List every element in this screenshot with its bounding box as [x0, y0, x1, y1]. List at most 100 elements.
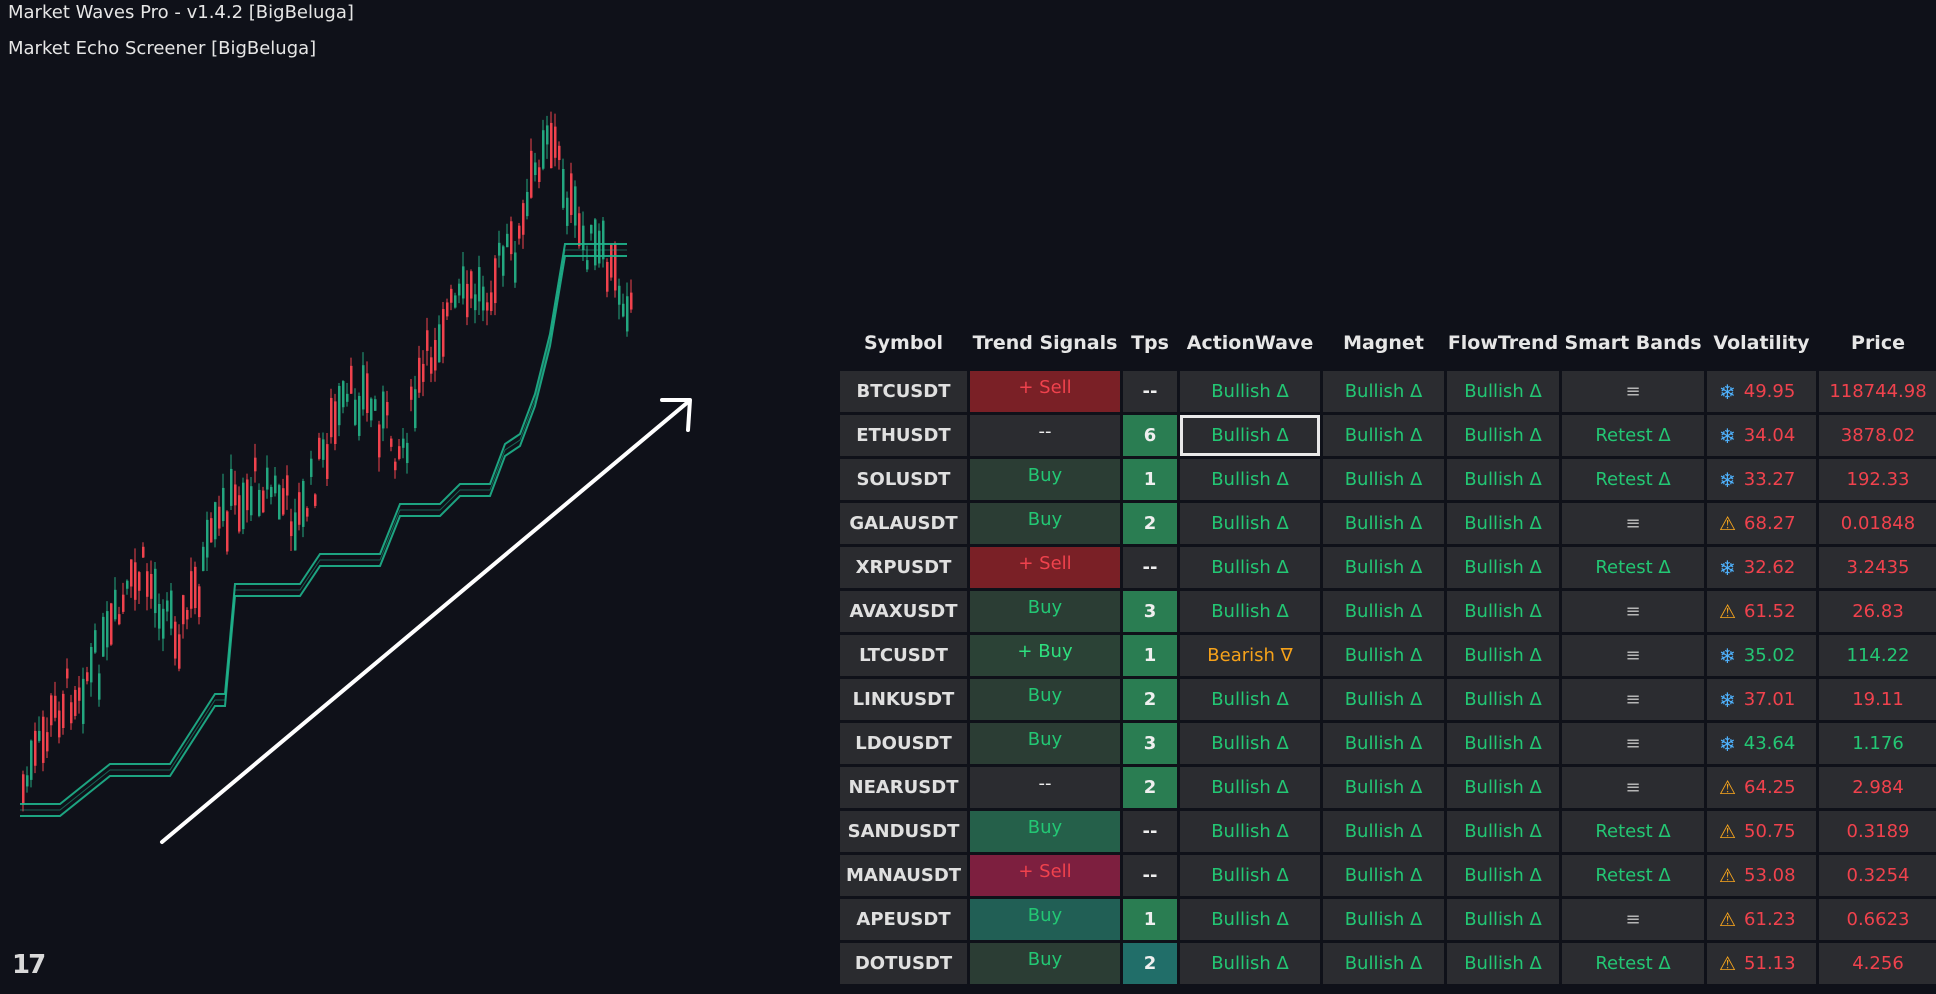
symbol-cell[interactable]: ETHUSDT: [840, 415, 967, 456]
trend-signal-cell[interactable]: Buy: [970, 943, 1120, 984]
trend-signal-cell[interactable]: + Sell: [970, 371, 1120, 412]
flowtrend-cell[interactable]: Bullish Δ: [1447, 371, 1559, 412]
actionwave-cell[interactable]: Bearish ∇: [1180, 635, 1320, 676]
symbol-cell[interactable]: GALAUSDT: [840, 503, 967, 544]
symbol-cell[interactable]: LDOUSDT: [840, 723, 967, 764]
volatility-cell[interactable]: ❄ 33.27: [1707, 459, 1816, 500]
price-cell[interactable]: 114.22: [1819, 635, 1936, 676]
price-chart[interactable]: [0, 90, 720, 870]
flowtrend-cell[interactable]: Bullish Δ: [1447, 503, 1559, 544]
trend-signal-cell[interactable]: Buy: [970, 899, 1120, 940]
flowtrend-cell[interactable]: Bullish Δ: [1447, 415, 1559, 456]
symbol-cell[interactable]: LINKUSDT: [840, 679, 967, 720]
smart-bands-cell[interactable]: ≡: [1562, 899, 1704, 940]
magnet-cell[interactable]: Bullish Δ: [1323, 635, 1444, 676]
magnet-cell[interactable]: Bullish Δ: [1323, 943, 1444, 984]
smart-bands-cell[interactable]: ≡: [1562, 679, 1704, 720]
tps-cell[interactable]: 2: [1123, 767, 1177, 808]
smart-bands-cell[interactable]: ≡: [1562, 371, 1704, 412]
symbol-cell[interactable]: LTCUSDT: [840, 635, 967, 676]
flowtrend-cell[interactable]: Bullish Δ: [1447, 547, 1559, 588]
volatility-cell[interactable]: ❄ 43.64: [1707, 723, 1816, 764]
volatility-cell[interactable]: ❄ 37.01: [1707, 679, 1816, 720]
price-cell[interactable]: 118744.98: [1819, 371, 1936, 412]
smart-bands-cell[interactable]: ≡: [1562, 635, 1704, 676]
tps-cell[interactable]: --: [1123, 371, 1177, 412]
flowtrend-cell[interactable]: Bullish Δ: [1447, 591, 1559, 632]
symbol-cell[interactable]: BTCUSDT: [840, 371, 967, 412]
volatility-cell[interactable]: ❄ 32.62: [1707, 547, 1816, 588]
magnet-cell[interactable]: Bullish Δ: [1323, 811, 1444, 852]
flowtrend-cell[interactable]: Bullish Δ: [1447, 899, 1559, 940]
symbol-cell[interactable]: AVAXUSDT: [840, 591, 967, 632]
magnet-cell[interactable]: Bullish Δ: [1323, 547, 1444, 588]
flowtrend-cell[interactable]: Bullish Δ: [1447, 679, 1559, 720]
smart-bands-cell[interactable]: ≡: [1562, 591, 1704, 632]
tps-cell[interactable]: 3: [1123, 591, 1177, 632]
trend-signal-cell[interactable]: Buy: [970, 503, 1120, 544]
volatility-cell[interactable]: ❄ 35.02: [1707, 635, 1816, 676]
magnet-cell[interactable]: Bullish Δ: [1323, 899, 1444, 940]
actionwave-cell[interactable]: Bullish Δ: [1180, 459, 1320, 500]
tps-cell[interactable]: 6: [1123, 415, 1177, 456]
volatility-cell[interactable]: ⚠ 53.08: [1707, 855, 1816, 896]
flowtrend-cell[interactable]: Bullish Δ: [1447, 635, 1559, 676]
magnet-cell[interactable]: Bullish Δ: [1323, 415, 1444, 456]
tps-cell[interactable]: 2: [1123, 503, 1177, 544]
symbol-cell[interactable]: APEUSDT: [840, 899, 967, 940]
price-cell[interactable]: 0.6623: [1819, 899, 1936, 940]
magnet-cell[interactable]: Bullish Δ: [1323, 767, 1444, 808]
tps-cell[interactable]: 3: [1123, 723, 1177, 764]
flowtrend-cell[interactable]: Bullish Δ: [1447, 811, 1559, 852]
indicator-title-market-waves[interactable]: Market Waves Pro - v1.4.2 [BigBeluga]: [8, 2, 354, 23]
actionwave-cell[interactable]: Bullish Δ: [1180, 503, 1320, 544]
symbol-cell[interactable]: NEARUSDT: [840, 767, 967, 808]
symbol-cell[interactable]: SOLUSDT: [840, 459, 967, 500]
price-cell[interactable]: 192.33: [1819, 459, 1936, 500]
magnet-cell[interactable]: Bullish Δ: [1323, 855, 1444, 896]
flowtrend-cell[interactable]: Bullish Δ: [1447, 855, 1559, 896]
tps-cell[interactable]: 2: [1123, 943, 1177, 984]
trend-signal-cell[interactable]: Buy: [970, 679, 1120, 720]
price-cell[interactable]: 0.3189: [1819, 811, 1936, 852]
symbol-cell[interactable]: SANDUSDT: [840, 811, 967, 852]
volatility-cell[interactable]: ⚠ 51.13: [1707, 943, 1816, 984]
flowtrend-cell[interactable]: Bullish Δ: [1447, 723, 1559, 764]
smart-bands-cell[interactable]: Retest Δ: [1562, 547, 1704, 588]
smart-bands-cell[interactable]: Retest Δ: [1562, 459, 1704, 500]
tps-cell[interactable]: --: [1123, 811, 1177, 852]
tps-cell[interactable]: 2: [1123, 679, 1177, 720]
actionwave-cell[interactable]: Bullish Δ: [1180, 591, 1320, 632]
tps-cell[interactable]: --: [1123, 855, 1177, 896]
magnet-cell[interactable]: Bullish Δ: [1323, 503, 1444, 544]
trend-signal-cell[interactable]: + Buy: [970, 635, 1120, 676]
price-cell[interactable]: 26.83: [1819, 591, 1936, 632]
trend-signal-cell[interactable]: --: [970, 415, 1120, 456]
trend-signal-cell[interactable]: Buy: [970, 811, 1120, 852]
symbol-cell[interactable]: DOTUSDT: [840, 943, 967, 984]
trend-signal-cell[interactable]: Buy: [970, 723, 1120, 764]
trend-signal-cell[interactable]: Buy: [970, 591, 1120, 632]
volatility-cell[interactable]: ⚠ 68.27: [1707, 503, 1816, 544]
magnet-cell[interactable]: Bullish Δ: [1323, 679, 1444, 720]
actionwave-cell[interactable]: Bullish Δ: [1180, 371, 1320, 412]
price-cell[interactable]: 0.01848: [1819, 503, 1936, 544]
trend-signal-cell[interactable]: --: [970, 767, 1120, 808]
smart-bands-cell[interactable]: Retest Δ: [1562, 415, 1704, 456]
trend-signal-cell[interactable]: + Sell: [970, 547, 1120, 588]
symbol-cell[interactable]: MANAUSDT: [840, 855, 967, 896]
actionwave-cell[interactable]: Bullish Δ: [1180, 679, 1320, 720]
volatility-cell[interactable]: ⚠ 61.52: [1707, 591, 1816, 632]
magnet-cell[interactable]: Bullish Δ: [1323, 371, 1444, 412]
actionwave-cell[interactable]: Bullish Δ: [1180, 547, 1320, 588]
symbol-cell[interactable]: XRPUSDT: [840, 547, 967, 588]
smart-bands-cell[interactable]: ≡: [1562, 503, 1704, 544]
price-cell[interactable]: 0.3254: [1819, 855, 1936, 896]
actionwave-cell[interactable]: Bullish Δ: [1180, 943, 1320, 984]
trend-signal-cell[interactable]: + Sell: [970, 855, 1120, 896]
volatility-cell[interactable]: ⚠ 61.23: [1707, 899, 1816, 940]
volatility-cell[interactable]: ❄ 49.95: [1707, 371, 1816, 412]
flowtrend-cell[interactable]: Bullish Δ: [1447, 459, 1559, 500]
volatility-cell[interactable]: ⚠ 64.25: [1707, 767, 1816, 808]
price-cell[interactable]: 4.256: [1819, 943, 1936, 984]
